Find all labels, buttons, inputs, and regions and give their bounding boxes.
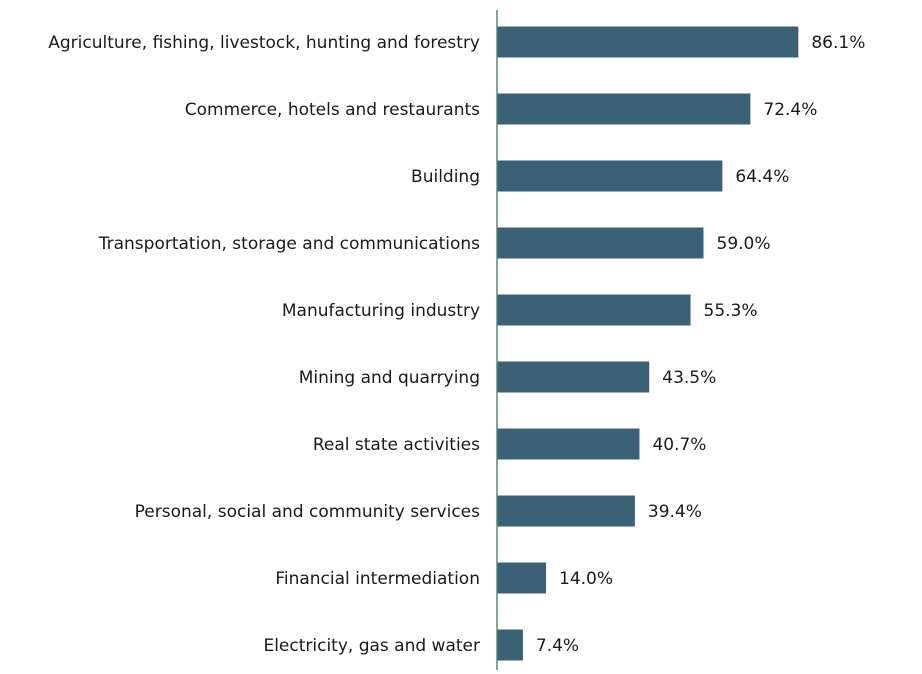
value-label: 7.4%	[536, 636, 579, 656]
value-label: 59.0%	[717, 234, 771, 254]
value-label: 55.3%	[704, 301, 758, 321]
bar	[497, 361, 650, 393]
bar	[497, 629, 523, 661]
value-label: 40.7%	[652, 435, 706, 455]
category-label: Mining and quarrying	[299, 368, 480, 388]
bar	[497, 495, 635, 527]
value-label: 86.1%	[811, 33, 865, 53]
category-label: Agriculture, fishing, livestock, hunting…	[48, 33, 480, 53]
category-label: Electricity, gas and water	[263, 636, 480, 656]
bar	[497, 428, 640, 460]
category-label: Commerce, hotels and restaurants	[185, 100, 480, 120]
bar	[497, 294, 691, 326]
bar	[497, 160, 723, 192]
value-label: 43.5%	[662, 368, 716, 388]
value-labels: 86.1% 72.4% 64.4% 59.0% 55.3% 43.5% 40.7% 39.4%…	[536, 33, 865, 656]
category-label: Manufacturing industry	[282, 301, 480, 321]
bar	[497, 227, 704, 259]
value-label: 72.4%	[763, 100, 817, 120]
value-label: 14.0%	[559, 569, 613, 589]
bars-layer	[497, 26, 799, 661]
bar	[497, 562, 546, 594]
category-label: Personal, social and community services	[135, 502, 480, 522]
bar	[497, 93, 751, 125]
category-label: Real state activities	[313, 435, 480, 455]
bar	[497, 26, 799, 58]
category-labels: Agriculture, fishing, livestock, hunting…	[48, 33, 480, 656]
value-label: 64.4%	[735, 167, 789, 187]
category-label: Building	[411, 167, 480, 187]
category-label: Transportation, storage and communicatio…	[98, 234, 480, 254]
category-label: Financial intermediation	[275, 569, 480, 589]
value-label: 39.4%	[648, 502, 702, 522]
